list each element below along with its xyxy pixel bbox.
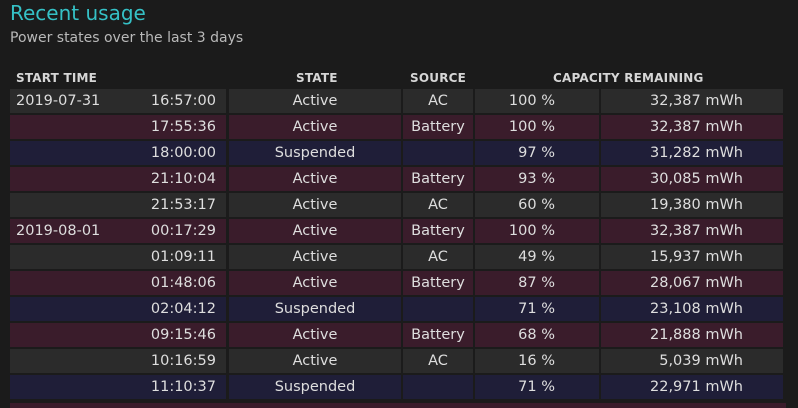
table-row: 10:16:59 Active AC 16 % 5,039 mWh	[10, 349, 786, 373]
table-body: 2019-07-31 16:57:00 Active AC 100 % 32,387 mW…	[10, 89, 786, 399]
capacity-mwh-cell: 32,387 mWh	[601, 219, 783, 243]
table-row: 18:00:00 Suspended 97 % 31,282 mWh	[10, 141, 786, 165]
capacity-mwh-cell: 15,937 mWh	[601, 245, 783, 269]
time-cell: 00:17:29	[150, 223, 216, 239]
table-header: START TIME STATE SOURCE CAPACITY REMAINI…	[10, 68, 786, 89]
source-cell: Battery	[403, 115, 473, 139]
capacity-mwh-cell: 22,971 mWh	[601, 375, 783, 399]
header-state: STATE	[296, 71, 338, 85]
state-cell: Active	[229, 349, 401, 373]
state-cell: Active	[229, 219, 401, 243]
capacity-mwh-cell: 30,085 mWh	[601, 167, 783, 191]
capacity-percent-cell: 93 %	[475, 167, 599, 191]
source-cell: Battery	[403, 271, 473, 295]
table-row: 21:53:17 Active AC 60 % 19,380 mWh	[10, 193, 786, 217]
table-row: 21:10:04 Active Battery 93 % 30,085 mWh	[10, 167, 786, 191]
state-cell: Active	[229, 89, 401, 113]
state-cell: Active	[229, 115, 401, 139]
capacity-mwh-cell: 28,067 mWh	[601, 271, 783, 295]
source-cell	[403, 297, 473, 321]
source-cell: AC	[403, 349, 473, 373]
time-cell: 16:57:00	[150, 93, 216, 109]
time-cell: 18:00:00	[150, 145, 216, 161]
time-cell: 21:10:04	[150, 171, 216, 187]
header-capacity: CAPACITY REMAINING	[553, 71, 704, 85]
capacity-mwh-cell: 32,387 mWh	[601, 115, 783, 139]
time-cell: 01:09:11	[150, 249, 216, 265]
table-row: 09:15:46 Active Battery 68 % 21,888 mWh	[10, 323, 786, 347]
state-cell: Suspended	[229, 297, 401, 321]
capacity-percent-cell: 60 %	[475, 193, 599, 217]
capacity-percent-cell: 68 %	[475, 323, 599, 347]
table-row: 01:48:06 Active Battery 87 % 28,067 mWh	[10, 271, 786, 295]
time-cell: 10:16:59	[150, 353, 216, 369]
table-row: 2019-08-01 00:17:29 Active Battery 100 % 32,3…	[10, 219, 786, 243]
capacity-mwh-cell: 23,108 mWh	[601, 297, 783, 321]
date-cell: 2019-08-01	[10, 219, 226, 243]
source-cell: AC	[403, 193, 473, 217]
source-cell	[403, 141, 473, 165]
date-cell	[10, 323, 226, 347]
state-cell: Active	[229, 167, 401, 191]
source-cell: Battery	[403, 167, 473, 191]
capacity-percent-cell: 49 %	[475, 245, 599, 269]
capacity-mwh-cell: 5,039 mWh	[601, 349, 783, 373]
capacity-mwh-cell: 32,387 mWh	[601, 89, 783, 113]
date-cell	[10, 297, 226, 321]
source-cell: AC	[403, 89, 473, 113]
time-cell: 21:53:17	[150, 197, 216, 213]
table-row-cutoff	[10, 403, 786, 408]
date-cell	[10, 193, 226, 217]
usage-table: START TIME STATE SOURCE CAPACITY REMAINI…	[10, 68, 786, 401]
state-cell: Active	[229, 245, 401, 269]
state-cell: Active	[229, 193, 401, 217]
state-cell: Active	[229, 271, 401, 295]
date-cell	[10, 115, 226, 139]
source-cell: Battery	[403, 219, 473, 243]
time-cell: 11:10:37	[150, 379, 216, 395]
capacity-percent-cell: 87 %	[475, 271, 599, 295]
time-cell: 01:48:06	[150, 275, 216, 291]
date-cell	[10, 245, 226, 269]
state-cell: Suspended	[229, 141, 401, 165]
capacity-mwh-cell: 31,282 mWh	[601, 141, 783, 165]
capacity-mwh-cell: 19,380 mWh	[601, 193, 783, 217]
source-cell	[403, 375, 473, 399]
date-cell	[10, 375, 226, 399]
state-cell: Active	[229, 323, 401, 347]
source-cell: Battery	[403, 323, 473, 347]
capacity-percent-cell: 71 %	[475, 297, 599, 321]
state-cell: Suspended	[229, 375, 401, 399]
date-cell	[10, 141, 226, 165]
table-row: 2019-07-31 16:57:00 Active AC 100 % 32,387 mW…	[10, 89, 786, 113]
date-cell: 2019-07-31	[10, 89, 226, 113]
page-subtitle: Power states over the last 3 days	[10, 30, 244, 46]
table-row: 02:04:12 Suspended 71 % 23,108 mWh	[10, 297, 786, 321]
time-cell: 17:55:36	[150, 119, 216, 135]
time-cell: 02:04:12	[150, 301, 216, 317]
capacity-percent-cell: 71 %	[475, 375, 599, 399]
capacity-percent-cell: 100 %	[475, 219, 599, 243]
date-cell	[10, 271, 226, 295]
time-cell: 09:15:46	[150, 327, 216, 343]
date-cell	[10, 349, 226, 373]
table-row: 17:55:36 Active Battery 100 % 32,387 mWh	[10, 115, 786, 139]
header-start-time: START TIME	[16, 71, 98, 85]
table-row: 11:10:37 Suspended 71 % 22,971 mWh	[10, 375, 786, 399]
header-source: SOURCE	[410, 71, 467, 85]
capacity-percent-cell: 100 %	[475, 89, 599, 113]
date-cell	[10, 167, 226, 191]
capacity-mwh-cell: 21,888 mWh	[601, 323, 783, 347]
table-row: 01:09:11 Active AC 49 % 15,937 mWh	[10, 245, 786, 269]
capacity-percent-cell: 100 %	[475, 115, 599, 139]
capacity-percent-cell: 16 %	[475, 349, 599, 373]
page-title: Recent usage	[10, 1, 146, 25]
capacity-percent-cell: 97 %	[475, 141, 599, 165]
source-cell: AC	[403, 245, 473, 269]
